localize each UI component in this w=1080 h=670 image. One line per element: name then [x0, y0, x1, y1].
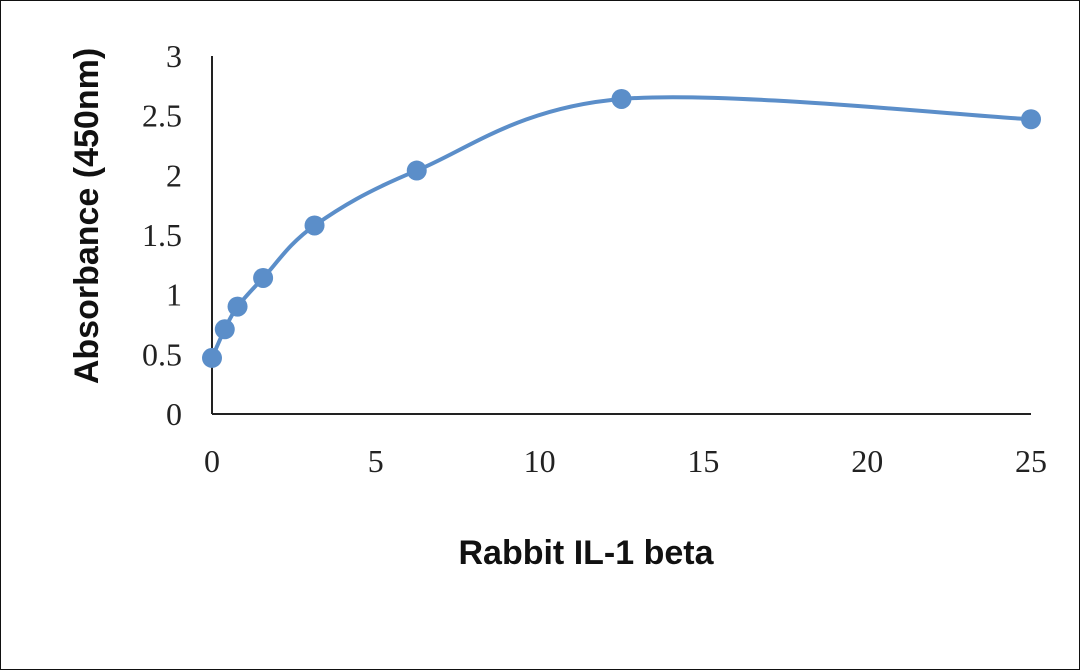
x-tick-label: 15 [687, 443, 719, 479]
x-tick-labels: 0 5 10 15 20 25 [204, 443, 1047, 479]
x-tick-label: 25 [1015, 443, 1047, 479]
x-tick-label: 5 [368, 443, 384, 479]
y-tick-label: 2.5 [142, 98, 182, 134]
data-point [406, 160, 427, 181]
y-axis-title: Absorbance (450nm) [68, 48, 106, 384]
y-tick-label: 0 [166, 396, 182, 432]
y-tick-label: 3 [166, 38, 182, 74]
y-tick-label: 1 [166, 277, 182, 313]
data-point [304, 215, 325, 236]
x-tick-label: 10 [524, 443, 556, 479]
data-point [1021, 109, 1041, 130]
series-points [202, 88, 1041, 368]
data-point [214, 319, 235, 340]
y-tick-labels: 0 0.5 1 1.5 2 2.5 3 [142, 38, 182, 432]
x-tick-label: 0 [204, 443, 220, 479]
data-point [202, 347, 222, 368]
x-tick-label: 20 [851, 443, 883, 479]
y-tick-label: 2 [166, 157, 182, 193]
series-curve [210, 95, 1032, 359]
data-point [227, 296, 248, 317]
data-point [611, 88, 632, 109]
data-point [253, 267, 274, 288]
y-tick-label: 1.5 [142, 217, 182, 253]
y-tick-label: 0.5 [142, 336, 182, 372]
x-axis-title: Rabbit IL-1 beta [458, 534, 714, 572]
